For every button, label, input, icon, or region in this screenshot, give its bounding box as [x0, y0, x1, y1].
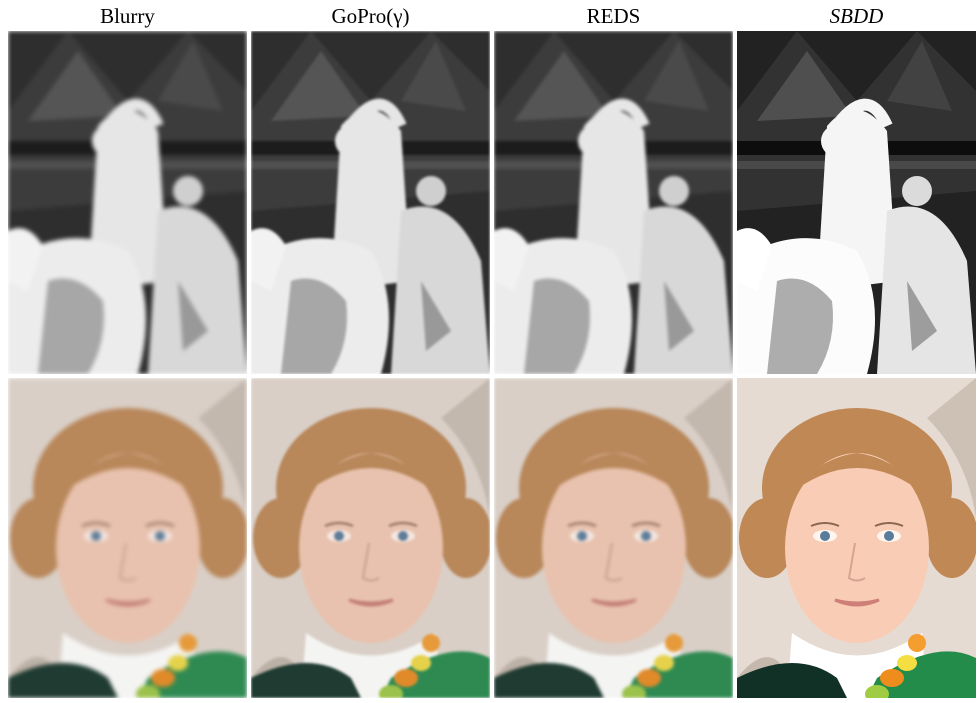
column-title-gopro: GoPro(γ) — [331, 4, 410, 28]
statue-image-blurry — [8, 31, 247, 374]
portrait-scene — [251, 378, 490, 698]
statue-image-gopro — [251, 31, 490, 374]
column-title-reds: REDS — [586, 4, 641, 28]
portrait-image-blurry — [8, 378, 247, 698]
statue-scene — [251, 31, 490, 374]
portrait-scene — [8, 378, 247, 698]
portrait-image-gopro — [251, 378, 490, 698]
statue-scene — [8, 31, 247, 374]
statue-image-sbdd — [737, 31, 976, 374]
statue-scene — [494, 31, 733, 374]
portrait-image-sbdd — [737, 378, 976, 698]
portrait-scene — [494, 378, 733, 698]
statue-image-reds — [494, 31, 733, 374]
statue-scene — [737, 31, 976, 374]
portrait-scene — [737, 378, 976, 698]
column-title-sbdd: SBDD — [829, 4, 884, 28]
portrait-image-reds — [494, 378, 733, 698]
column-title-blurry: Blurry — [100, 4, 155, 28]
